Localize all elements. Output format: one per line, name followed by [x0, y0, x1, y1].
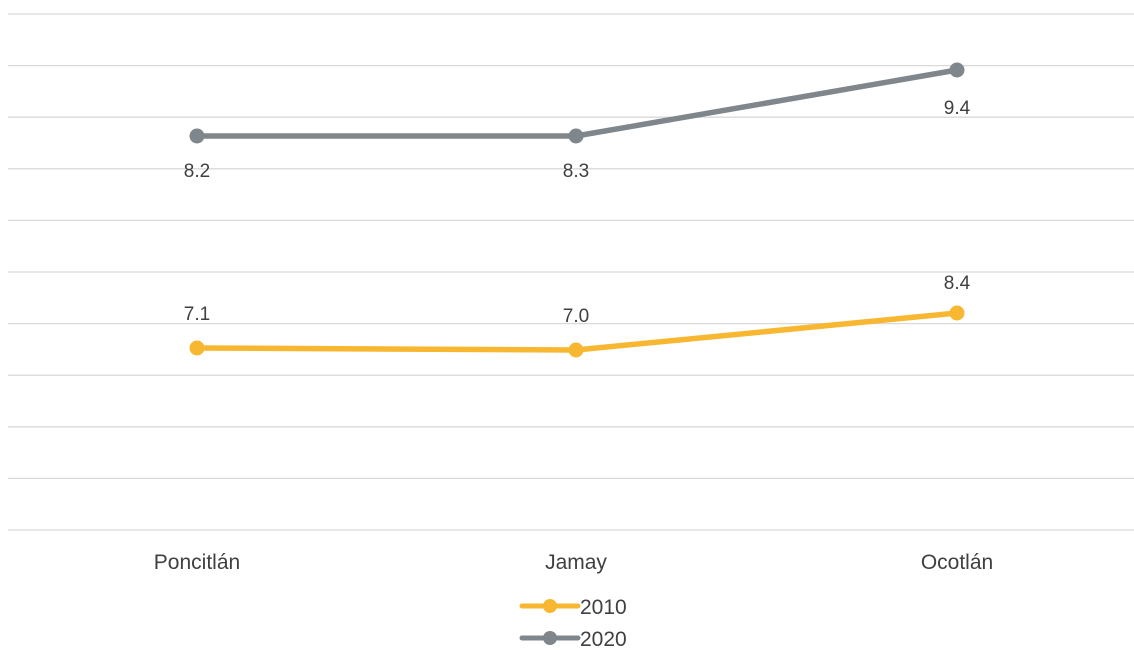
series-points — [189, 62, 965, 358]
data-point-2010-Poncitlán — [189, 340, 205, 356]
legend-item-2010: 2010 — [519, 596, 627, 619]
series-line-2020 — [194, 67, 960, 139]
data-label-2020-Ocotlán: 9.4 — [944, 98, 971, 119]
data-label-2020-Poncitlán: 8.2 — [184, 161, 210, 182]
legend: 2010 2020 — [519, 596, 627, 650]
legend-label: 2020 — [580, 628, 627, 650]
data-label-2010-Ocotlán: 8.4 — [944, 273, 971, 294]
category-label: Poncitlán — [154, 551, 240, 574]
legend-swatch-marker — [543, 599, 557, 613]
category-axis-labels: Poncitlán Jamay Ocotlán — [154, 551, 993, 574]
gridlines — [8, 13, 1134, 531]
category-label: Ocotlán — [921, 551, 993, 574]
data-point-2010-Jamay — [568, 342, 584, 358]
data-labels: 7.1 7.0 8.4 8.2 8.3 9.4 — [184, 98, 971, 327]
data-label-2020-Jamay: 8.3 — [563, 161, 589, 182]
legend-label: 2010 — [580, 596, 627, 619]
data-point-2010-Ocotlán — [949, 305, 965, 321]
data-label-2010-Jamay: 7.0 — [563, 306, 589, 327]
legend-item-2020: 2020 — [519, 628, 627, 650]
data-point-2020-Poncitlán — [189, 128, 205, 144]
category-label: Jamay — [545, 551, 607, 574]
data-point-2020-Ocotlán — [949, 62, 965, 78]
data-label-2010-Poncitlán: 7.1 — [184, 304, 210, 325]
legend-swatch-marker — [543, 631, 557, 645]
data-point-2020-Jamay — [568, 128, 584, 144]
